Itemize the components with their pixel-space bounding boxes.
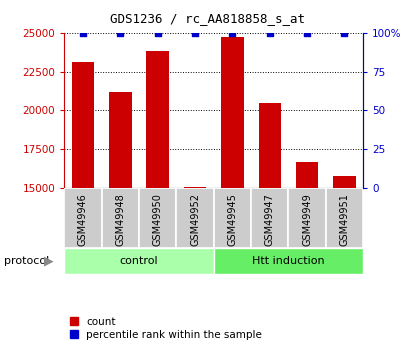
Point: [229, 30, 236, 36]
Text: ▶: ▶: [44, 255, 54, 268]
Point: [117, 30, 124, 36]
Text: GDS1236 / rc_AA818858_s_at: GDS1236 / rc_AA818858_s_at: [110, 12, 305, 25]
Point: [266, 30, 273, 36]
Bar: [176, 188, 214, 248]
Bar: [109, 92, 132, 188]
Bar: [102, 188, 139, 248]
Legend: count, percentile rank within the sample: count, percentile rank within the sample: [70, 317, 262, 340]
Text: GSM49950: GSM49950: [153, 193, 163, 246]
Bar: [251, 188, 288, 248]
Bar: [296, 161, 318, 188]
Bar: [214, 248, 363, 274]
Bar: [139, 188, 176, 248]
Text: GSM49948: GSM49948: [115, 193, 125, 246]
Bar: [259, 103, 281, 188]
Text: GSM49946: GSM49946: [78, 193, 88, 246]
Bar: [146, 51, 169, 188]
Text: GSM49951: GSM49951: [339, 193, 349, 246]
Text: GSM49945: GSM49945: [227, 193, 237, 246]
Text: protocol: protocol: [4, 256, 49, 266]
Point: [304, 30, 310, 36]
Point: [341, 30, 348, 36]
Point: [192, 30, 198, 36]
Bar: [64, 188, 102, 248]
Point: [80, 30, 86, 36]
Bar: [64, 248, 214, 274]
Text: GSM49952: GSM49952: [190, 193, 200, 246]
Text: control: control: [120, 256, 159, 266]
Text: GSM49949: GSM49949: [302, 193, 312, 246]
Bar: [184, 187, 206, 188]
Bar: [326, 188, 363, 248]
Text: Htt induction: Htt induction: [252, 256, 325, 266]
Bar: [72, 62, 94, 188]
Text: GSM49947: GSM49947: [265, 193, 275, 246]
Bar: [288, 188, 326, 248]
Bar: [214, 188, 251, 248]
Bar: [221, 38, 244, 188]
Point: [154, 30, 161, 36]
Bar: [333, 176, 356, 188]
